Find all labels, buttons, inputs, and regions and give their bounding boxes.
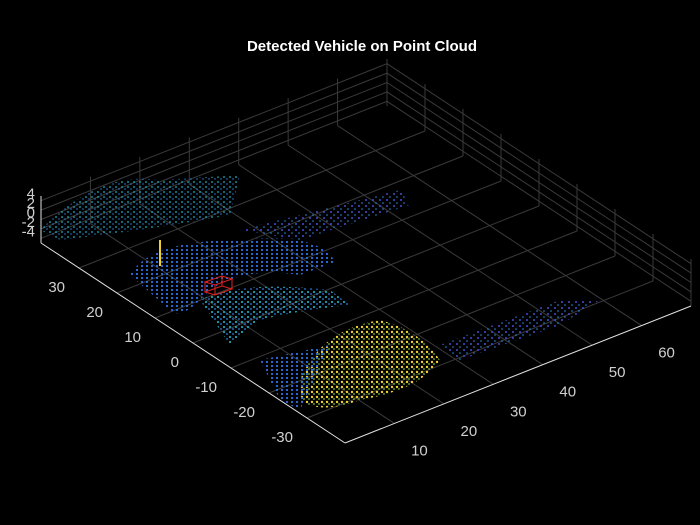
point-cluster (40, 175, 240, 240)
point-cluster (260, 345, 330, 410)
y-tick-label: -20 (233, 404, 255, 421)
y-tick-label: -30 (271, 429, 293, 446)
x-tick-label: 20 (461, 423, 478, 440)
point-cloud (40, 175, 600, 410)
grid-line (78, 130, 426, 269)
grid-line (386, 72, 692, 274)
z-tick-label: 0 (27, 204, 35, 221)
grid-line (40, 72, 388, 211)
z-tick-label: -4 (22, 223, 35, 240)
y-tick-label: -10 (195, 379, 217, 396)
x-tick-label: 60 (658, 345, 675, 362)
grid-line (40, 63, 388, 202)
point-cluster (240, 190, 410, 240)
point-cluster (440, 300, 600, 360)
point-cluster (200, 286, 350, 345)
x-tick-label: 30 (510, 403, 527, 420)
grid-line (386, 82, 692, 283)
y-tick-label: 10 (124, 329, 141, 346)
grid-line (386, 63, 692, 265)
grid-line (386, 100, 692, 302)
z-tick-label: 4 (27, 186, 35, 203)
vehicle-box (203, 275, 234, 296)
point-cluster (300, 320, 440, 408)
grid-line (386, 91, 692, 293)
x-tick-label: 50 (609, 364, 626, 381)
chart-title: Detected Vehicle on Point Cloud (247, 38, 477, 55)
grid-line (230, 230, 578, 369)
z-tick-label: 2 (27, 195, 35, 212)
z-tick-label: -2 (22, 214, 35, 231)
x-axis (344, 305, 692, 444)
y-tick-label: 20 (86, 304, 103, 321)
point-cluster (130, 238, 335, 314)
y-tick-label: 0 (171, 354, 179, 371)
x-tick-label: 10 (411, 442, 428, 459)
y-axis (40, 242, 346, 444)
y-tick-label: 30 (48, 279, 65, 296)
x-tick-label: 40 (559, 384, 576, 401)
